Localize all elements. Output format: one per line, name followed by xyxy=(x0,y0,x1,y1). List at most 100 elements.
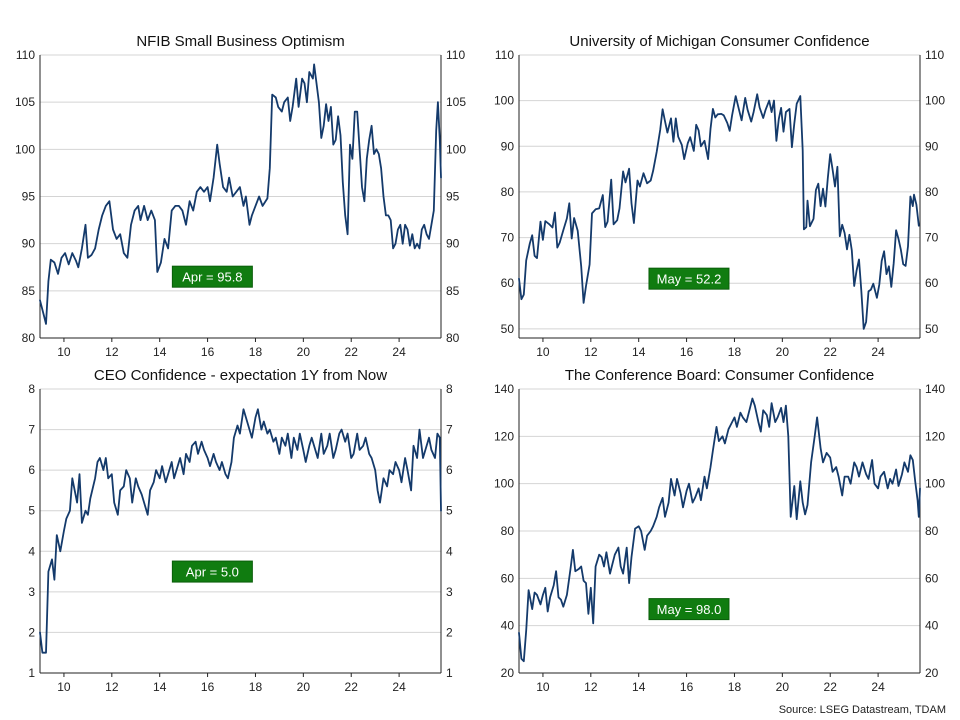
panel-4-y-tick-right: 140 xyxy=(925,382,945,396)
panel-4-y-tick-left: 140 xyxy=(494,382,514,396)
panel-1-y-tick-right: 90 xyxy=(446,237,460,251)
panel-1-latest-value-badge xyxy=(171,265,253,288)
panel-3-y-tick-left: 5 xyxy=(28,504,35,518)
panel-4-x-tick: 22 xyxy=(824,680,838,694)
panel-1-x-tick: 22 xyxy=(345,345,359,359)
panel-1-y-tick-right: 100 xyxy=(446,142,466,156)
panel-4-latest-value-label: May = 98.0 xyxy=(657,602,722,617)
panel-2-x-tick: 22 xyxy=(824,345,838,359)
panel-4-x-tick: 10 xyxy=(536,680,550,694)
panel-4-y-tick-left: 60 xyxy=(501,571,515,585)
panel-2-y-tick-right: 90 xyxy=(925,139,939,153)
panel-2-title: University of Michigan Consumer Confiden… xyxy=(569,33,869,50)
panel-2-y-tick-right: 50 xyxy=(925,322,939,336)
panel-2-y-tick-right: 60 xyxy=(925,276,939,290)
panel-1-x-tick: 16 xyxy=(201,345,215,359)
panel-4-y-tick-right: 120 xyxy=(925,429,945,443)
panel-1-y-tick-left: 110 xyxy=(16,48,35,62)
panel-1-y-tick-left: 80 xyxy=(22,331,36,345)
panel-2-y-tick-right: 100 xyxy=(925,94,945,108)
panel-3-x-tick: 12 xyxy=(105,680,119,694)
panel-3-x-tick: 10 xyxy=(57,680,71,694)
panel-4-latest-value-badge xyxy=(648,598,730,621)
panel-3-series-line xyxy=(39,408,442,654)
panel-3-y-tick-left: 4 xyxy=(28,544,35,558)
panel-3-latest-value-label: Apr = 5.0 xyxy=(186,565,239,580)
panel-4-y-tick-right: 20 xyxy=(925,666,939,680)
panel-1-title: NFIB Small Business Optimism xyxy=(136,33,344,50)
panel-3-y-tick-left: 8 xyxy=(28,382,35,396)
panel-3-y-tick-right: 7 xyxy=(446,423,453,437)
panel-1-y-tick-right: 105 xyxy=(446,95,466,109)
panel-1-y-tick-right: 110 xyxy=(446,48,465,62)
panel-2-y-tick-left: 110 xyxy=(495,48,514,62)
panel-2-y-tick-left: 90 xyxy=(501,139,515,153)
panel-2-x-tick: 16 xyxy=(680,345,694,359)
panel-2-latest-value-label: May = 52.2 xyxy=(657,272,722,287)
panel-1-y-tick-left: 85 xyxy=(22,284,36,298)
panel-3-y-tick-right: 5 xyxy=(446,504,453,518)
panel-4-y-tick-right: 40 xyxy=(925,619,939,633)
panel-4-x-tick: 16 xyxy=(680,680,694,694)
panel-2-y-tick-left: 50 xyxy=(501,322,515,336)
panel-1-x-tick: 12 xyxy=(105,345,119,359)
panel-3-y-tick-right: 8 xyxy=(446,382,453,396)
panel-3-y-tick-right: 2 xyxy=(446,625,453,639)
panel-3-y-tick-left: 3 xyxy=(28,585,35,599)
panel-3-y-tick-left: 1 xyxy=(28,666,35,680)
panel-1-y-tick-right: 80 xyxy=(446,331,460,345)
panel-1-y-tick-left: 95 xyxy=(22,190,36,204)
panel-2-y-tick-left: 80 xyxy=(501,185,515,199)
panel-2-y-tick-right: 110 xyxy=(925,48,944,62)
panel-2-x-tick: 18 xyxy=(728,345,742,359)
panel-3-y-tick-left: 6 xyxy=(28,463,35,477)
panel-2-y-tick-right: 70 xyxy=(925,231,939,245)
panel-3-y-tick-left: 7 xyxy=(28,423,35,437)
panel-3-title: CEO Confidence - expectation 1Y from Now xyxy=(94,367,387,384)
panel-4-y-tick-left: 80 xyxy=(501,524,515,538)
panel-3-x-tick: 22 xyxy=(345,680,359,694)
panel-2-x-tick: 20 xyxy=(776,345,790,359)
source-note: Source: LSEG Datastream, TDAM xyxy=(778,704,946,716)
panel-2-x-tick: 14 xyxy=(632,345,646,359)
panel-3-y-tick-right: 6 xyxy=(446,463,453,477)
panel-4-y-tick-left: 100 xyxy=(494,477,514,491)
panel-1-y-tick-left: 105 xyxy=(15,95,35,109)
panel-4-y-tick-right: 80 xyxy=(925,524,939,538)
panel-4-y-tick-left: 120 xyxy=(494,429,514,443)
panel-4-title: The Conference Board: Consumer Confidenc… xyxy=(565,367,874,384)
panel-1-x-tick: 20 xyxy=(297,345,311,359)
panel-2-y-tick-left: 100 xyxy=(494,94,514,108)
panel-4-x-tick: 24 xyxy=(871,680,885,694)
panel-2-series-line xyxy=(518,93,920,330)
panel-3-x-tick: 18 xyxy=(249,680,263,694)
panel-1-x-tick: 24 xyxy=(392,345,406,359)
panel-3-x-tick: 24 xyxy=(392,680,406,694)
panel-4-x-tick: 18 xyxy=(728,680,742,694)
panel-2-x-tick: 10 xyxy=(536,345,550,359)
panel-1-x-tick: 10 xyxy=(57,345,71,359)
panel-1-latest-value-label: Apr = 95.8 xyxy=(182,270,242,285)
panel-1-y-tick-right: 95 xyxy=(446,190,460,204)
panel-1-y-tick-left: 100 xyxy=(15,142,35,156)
panel-3-x-tick: 20 xyxy=(297,680,311,694)
panel-3-latest-value-badge xyxy=(171,560,253,583)
panel-3-x-tick: 16 xyxy=(201,680,215,694)
panel-2-y-tick-right: 80 xyxy=(925,185,939,199)
panel-2-y-tick-left: 60 xyxy=(501,276,515,290)
panel-1-series-line xyxy=(39,63,442,325)
panel-2-latest-value-badge xyxy=(648,267,730,290)
panel-3-y-tick-right: 1 xyxy=(446,666,453,680)
panel-4-series-line xyxy=(518,397,921,663)
panel-3-y-tick-right: 4 xyxy=(446,544,453,558)
panel-3-y-tick-left: 2 xyxy=(28,625,35,639)
panel-4-y-tick-left: 20 xyxy=(501,666,515,680)
panel-2-x-tick: 12 xyxy=(584,345,598,359)
panel-4-y-tick-right: 60 xyxy=(925,571,939,585)
panel-4-x-tick: 12 xyxy=(584,680,598,694)
panel-1-x-tick: 14 xyxy=(153,345,167,359)
panel-1-y-tick-left: 90 xyxy=(22,237,36,251)
panel-3-x-tick: 14 xyxy=(153,680,167,694)
panel-2-y-tick-left: 70 xyxy=(501,231,515,245)
